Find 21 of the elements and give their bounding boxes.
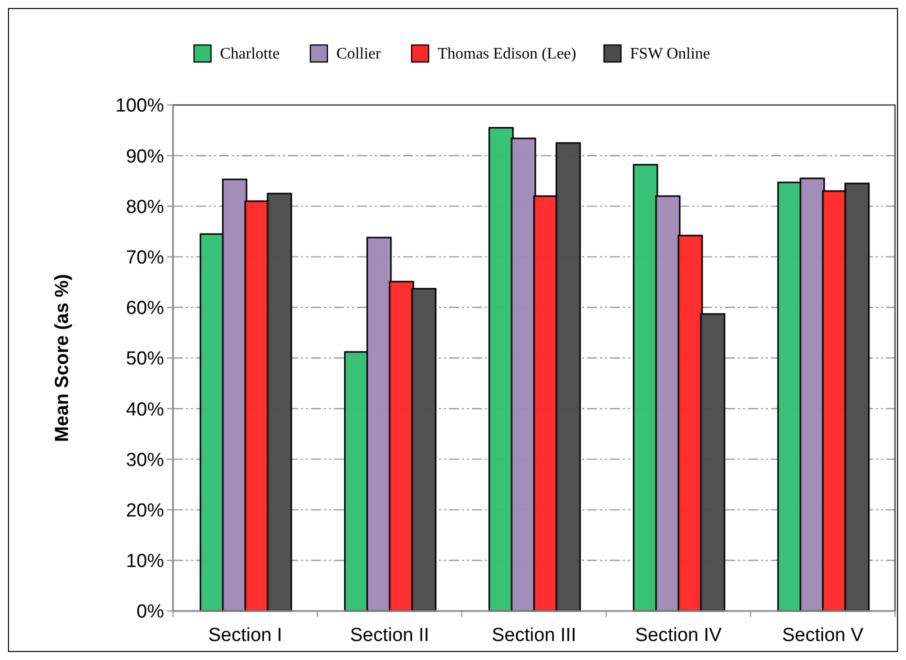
y-tick-label: 10% (126, 551, 164, 572)
x-tick-label: Section III (492, 625, 576, 646)
y-tick-label: 70% (126, 247, 164, 268)
y-tick-label: 100% (115, 96, 164, 117)
y-tick-label: 0% (136, 602, 164, 623)
y-tick-label: 20% (126, 500, 164, 522)
legend-label: Thomas Edison (Lee) (438, 46, 576, 63)
y-tick-label: 40% (126, 399, 164, 420)
legend-label: Collier (336, 46, 382, 63)
legend-label: FSW Online (630, 46, 710, 63)
x-tick-label: Section IV (635, 625, 722, 646)
y-tick-label: 60% (126, 298, 164, 320)
y-tick-label: 80% (126, 196, 164, 218)
y-tick-label: 30% (126, 450, 164, 471)
y-axis-title: Mean Score (as %) (52, 274, 73, 442)
legend-label: Charlotte (220, 46, 280, 63)
x-tick-label: Section V (782, 625, 864, 646)
x-tick-label: Section II (350, 625, 430, 646)
y-tick-label: 50% (126, 348, 164, 370)
x-tick-label: Section I (208, 625, 282, 646)
y-tick-label: 90% (126, 146, 164, 168)
